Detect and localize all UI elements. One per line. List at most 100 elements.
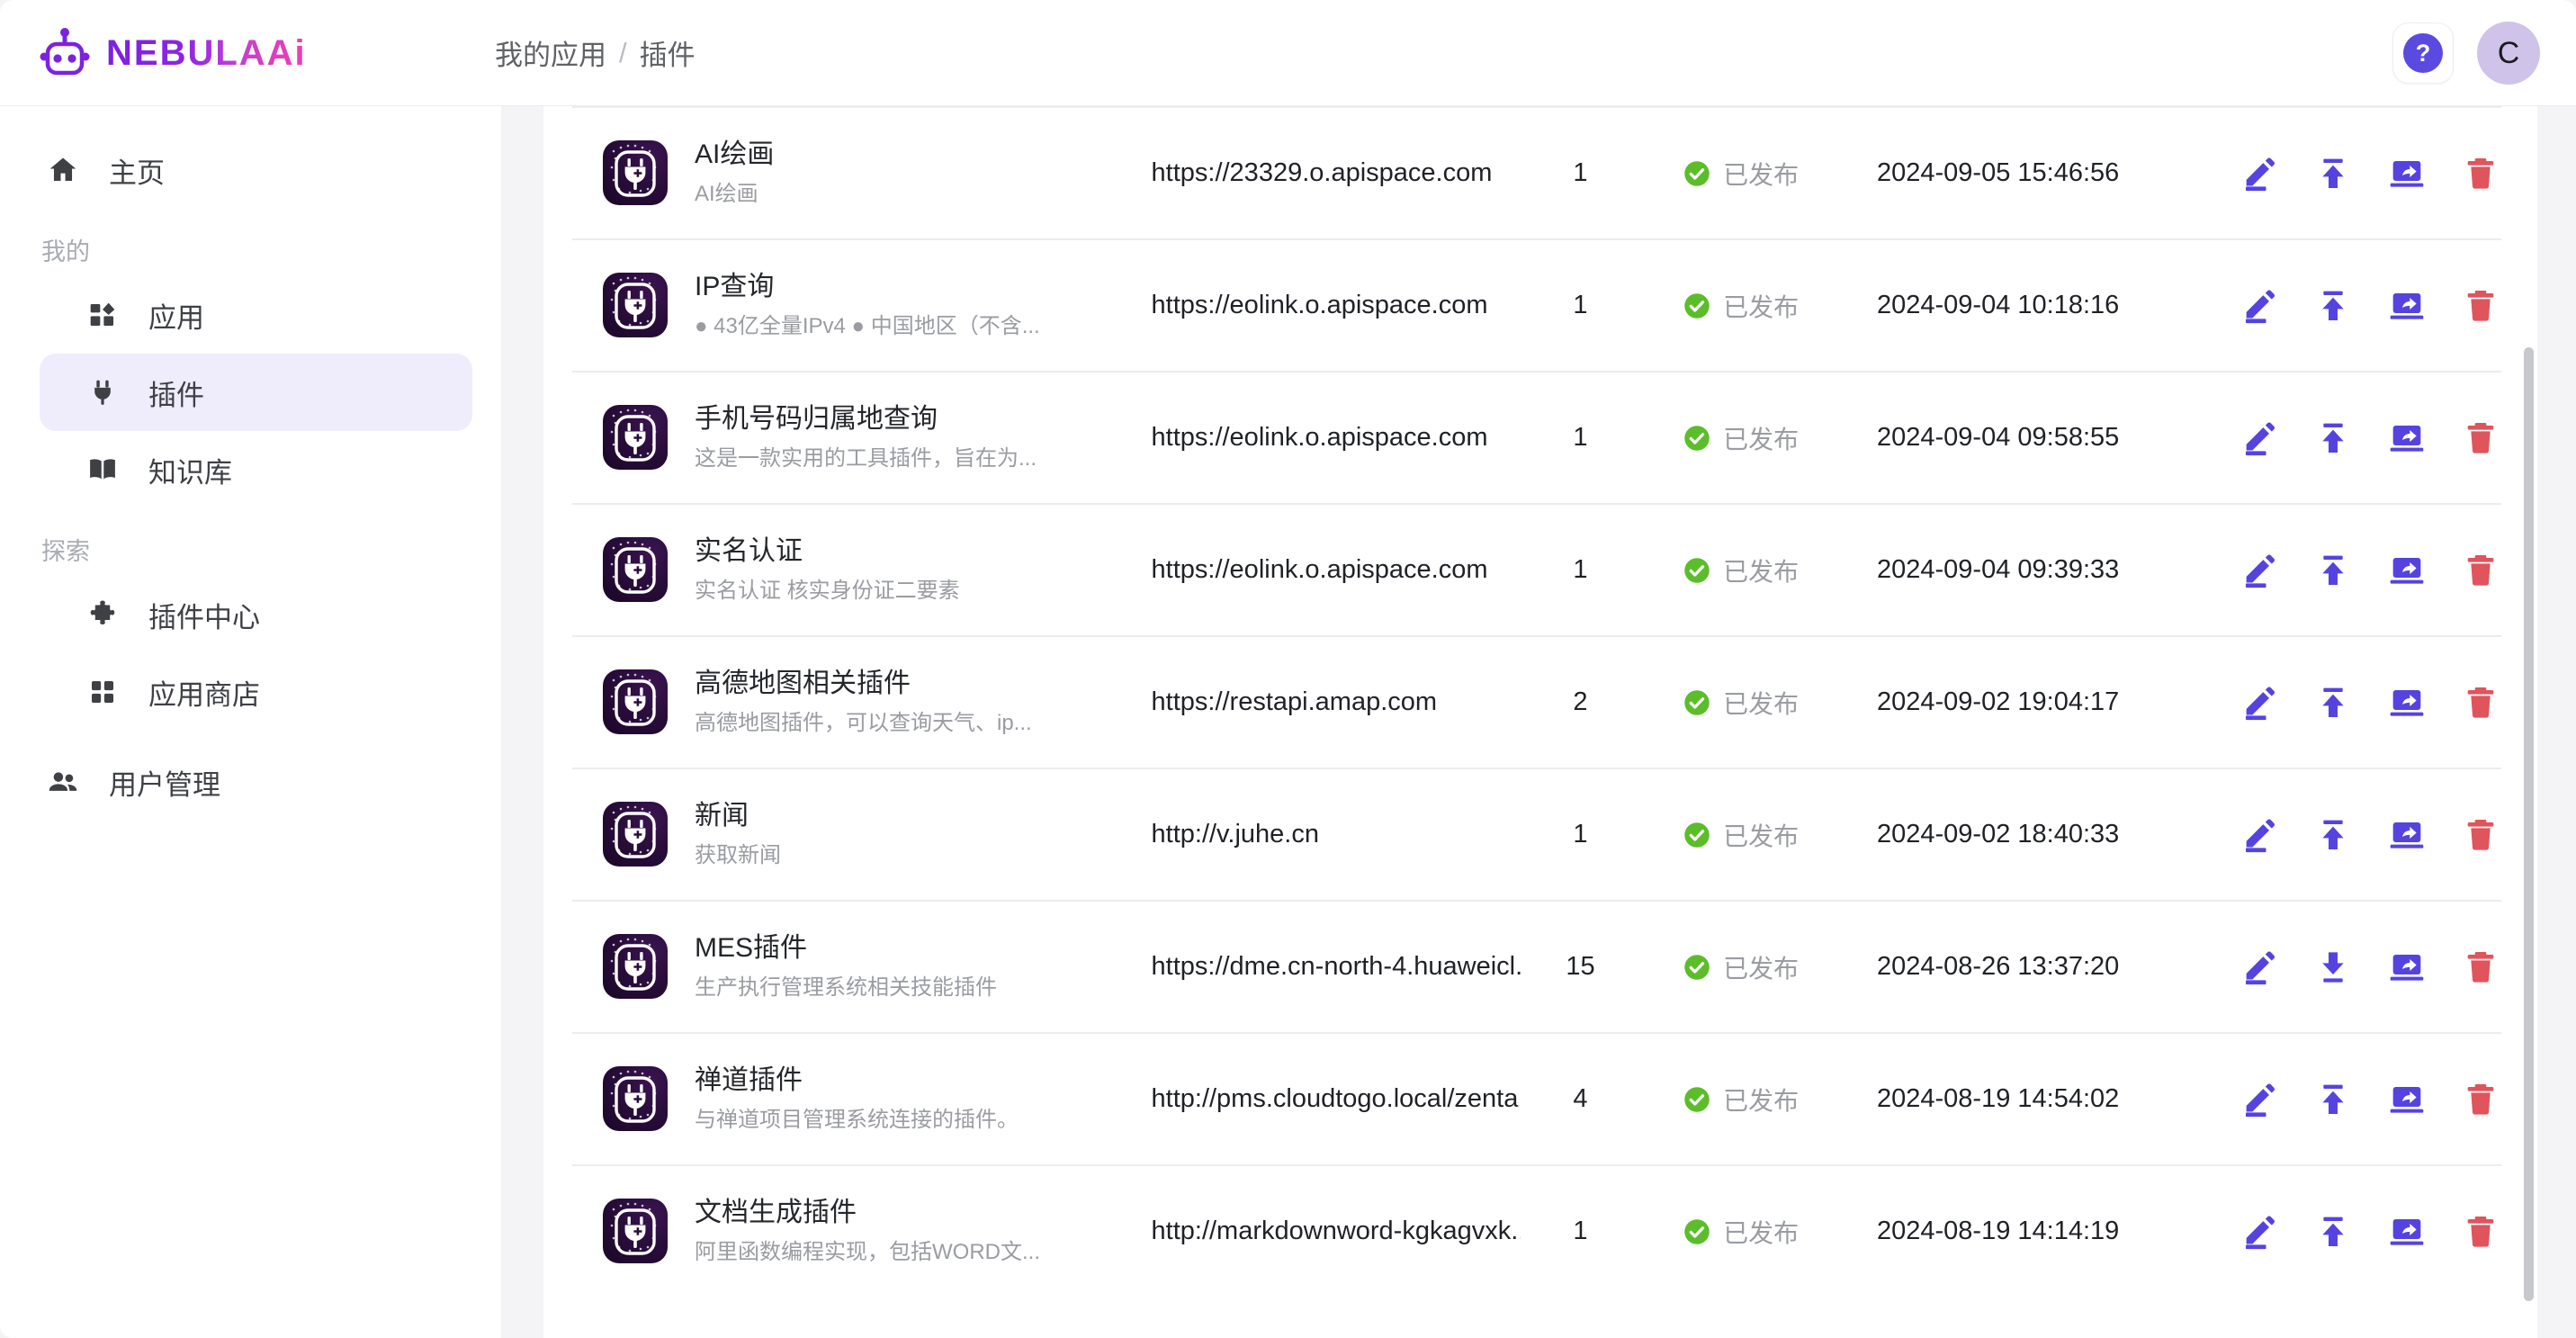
check-circle-icon <box>1683 557 1710 584</box>
edit-icon[interactable] <box>2239 1211 2280 1253</box>
download-icon[interactable] <box>2312 947 2354 988</box>
upload-icon[interactable] <box>2312 814 2354 856</box>
status-label: 已发布 <box>1723 1086 1800 1115</box>
row-title: 文档生成插件 <box>695 1198 857 1228</box>
upload-icon[interactable] <box>2312 153 2354 194</box>
row-url: https://23329.o.apispace.com <box>1151 158 1493 187</box>
top-bar: NEBULAAi 我的应用 / 插件 ? C <box>0 0 2576 106</box>
sidebar-item-app-store[interactable]: 应用商店 <box>40 653 472 731</box>
delete-icon[interactable] <box>2460 947 2501 988</box>
table-row[interactable]: AI绘画 AI绘画 https://23329.o.apispace.com 1 已发布… <box>572 106 2501 238</box>
delete-icon[interactable] <box>2460 153 2501 194</box>
row-title: 新闻 <box>695 801 749 831</box>
table-row[interactable]: 手机号码归属地查询 这是一款实用的工具插件，旨在为... https://eolin… <box>572 371 2501 503</box>
status-label: 已发布 <box>1723 160 1800 189</box>
row-count: 1 <box>1573 555 1588 584</box>
share-icon[interactable] <box>2386 418 2428 459</box>
plugin-avatar-icon <box>603 1066 668 1132</box>
avatar[interactable]: C <box>2477 22 2540 85</box>
content-panel: AI绘画 AI绘画 https://23329.o.apispace.com 1 已发布… <box>543 106 2537 1338</box>
row-name-text: 禅道插件 与禅道项目管理系统连接的插件。 <box>695 1064 1019 1135</box>
sidebar-item-home[interactable]: 主页 <box>40 131 472 209</box>
row-name-cell: 文档生成插件 阿里函数编程实现，包括WORD文... <box>572 1196 1135 1267</box>
row-title: MES插件 <box>695 933 808 964</box>
row-timestamp: 2024-09-04 10:18:16 <box>1877 291 2120 319</box>
table-row[interactable]: IP查询 ● 43亿全量IPv4 ● 中国地区（不含... https://eoli… <box>572 238 2501 371</box>
plugin-avatar-icon <box>603 537 668 603</box>
delete-icon[interactable] <box>2460 682 2501 723</box>
book-icon <box>79 454 126 485</box>
sidebar-item-user-management[interactable]: 用户管理 <box>40 743 472 821</box>
sidebar-item-user-management-label: 用户管理 <box>109 768 220 801</box>
table-row[interactable]: 高德地图相关插件 高德地图插件，可以查询天气、ip... https://resta… <box>572 635 2501 768</box>
table-row[interactable]: 实名认证 实名认证 核实身份证二要素 https://eolink.o.apispa… <box>572 503 2501 635</box>
table-row[interactable]: 禅道插件 与禅道项目管理系统连接的插件。 http://pms.cloudtogo.… <box>572 1032 2501 1164</box>
breadcrumb-current: 插件 <box>639 40 696 71</box>
edit-icon[interactable] <box>2239 1079 2280 1120</box>
edit-icon[interactable] <box>2239 814 2280 856</box>
delete-icon[interactable] <box>2460 1211 2501 1253</box>
row-name-text: IP查询 ● 43亿全量IPv4 ● 中国地区（不含... <box>695 270 1040 341</box>
row-title: 高德地图相关插件 <box>695 669 911 699</box>
share-icon[interactable] <box>2386 1079 2428 1120</box>
edit-icon[interactable] <box>2239 153 2280 194</box>
row-actions <box>2149 153 2501 194</box>
sidebar-item-knowledge-base[interactable]: 知识库 <box>40 431 472 508</box>
check-circle-icon <box>1683 1218 1710 1245</box>
check-circle-icon <box>1683 425 1710 452</box>
row-url: https://eolink.o.apispace.com <box>1151 555 1488 584</box>
sidebar-item-apps[interactable]: 应用 <box>40 276 472 354</box>
share-icon[interactable] <box>2386 682 2428 723</box>
breadcrumb: 我的应用 / 插件 <box>495 32 696 73</box>
upload-icon[interactable] <box>2312 1211 2354 1253</box>
row-actions <box>2149 285 2501 327</box>
scrollbar-thumb[interactable] <box>2524 347 2534 1301</box>
brand[interactable]: NEBULAAi <box>0 26 461 80</box>
row-description: 获取新闻 <box>695 842 781 867</box>
row-description: AI绘画 <box>695 181 758 206</box>
row-description: 与禅道项目管理系统连接的插件。 <box>695 1107 1019 1132</box>
sidebar-group-explore: 探索 <box>41 538 90 565</box>
delete-icon[interactable] <box>2460 418 2501 459</box>
table-row[interactable]: 新闻 获取新闻 http://v.juhe.cn 1 已发布 2024-09-02 18:… <box>572 768 2501 900</box>
edit-icon[interactable] <box>2239 947 2280 988</box>
edit-icon[interactable] <box>2239 418 2280 459</box>
row-name-text: 文档生成插件 阿里函数编程实现，包括WORD文... <box>695 1196 1040 1267</box>
edit-icon[interactable] <box>2239 285 2280 327</box>
upload-icon[interactable] <box>2312 418 2354 459</box>
share-icon[interactable] <box>2386 1211 2428 1253</box>
delete-icon[interactable] <box>2460 1079 2501 1120</box>
help-button[interactable]: ? <box>2392 22 2454 84</box>
row-description: 实名认证 核实身份证二要素 <box>695 578 960 603</box>
row-name-text: AI绘画 AI绘画 <box>695 138 774 209</box>
share-icon[interactable] <box>2386 153 2428 194</box>
table-row[interactable]: MES插件 生产执行管理系统相关技能插件 https://dme.cn-north-… <box>572 900 2501 1032</box>
row-title: IP查询 <box>695 272 775 302</box>
question-mark-icon: ? <box>2403 33 2443 73</box>
sidebar-item-plugins[interactable]: 插件 <box>40 354 472 431</box>
row-count: 1 <box>1573 291 1588 319</box>
delete-icon[interactable] <box>2460 814 2501 856</box>
delete-icon[interactable] <box>2460 550 2501 591</box>
row-timestamp: 2024-09-02 19:04:17 <box>1877 687 2120 716</box>
share-icon[interactable] <box>2386 814 2428 856</box>
edit-icon[interactable] <box>2239 682 2280 723</box>
table-row[interactable]: 文档生成插件 阿里函数编程实现，包括WORD文... http://markdown… <box>572 1164 2501 1297</box>
plug-icon <box>79 378 126 407</box>
breadcrumb-parent[interactable]: 我的应用 <box>495 40 606 71</box>
delete-icon[interactable] <box>2460 285 2501 327</box>
share-icon[interactable] <box>2386 550 2428 591</box>
upload-icon[interactable] <box>2312 285 2354 327</box>
puzzle-piece-icon <box>79 599 126 630</box>
row-name-cell: 手机号码归属地查询 这是一款实用的工具插件，旨在为... <box>572 402 1135 473</box>
share-icon[interactable] <box>2386 285 2428 327</box>
upload-icon[interactable] <box>2312 1079 2354 1120</box>
share-icon[interactable] <box>2386 947 2428 988</box>
plugin-avatar-icon <box>603 669 668 735</box>
sidebar-item-plugin-center[interactable]: 插件中心 <box>40 576 472 653</box>
scrollbar-track[interactable] <box>2521 106 2537 1338</box>
edit-icon[interactable] <box>2239 550 2280 591</box>
upload-icon[interactable] <box>2312 682 2354 723</box>
upload-icon[interactable] <box>2312 550 2354 591</box>
